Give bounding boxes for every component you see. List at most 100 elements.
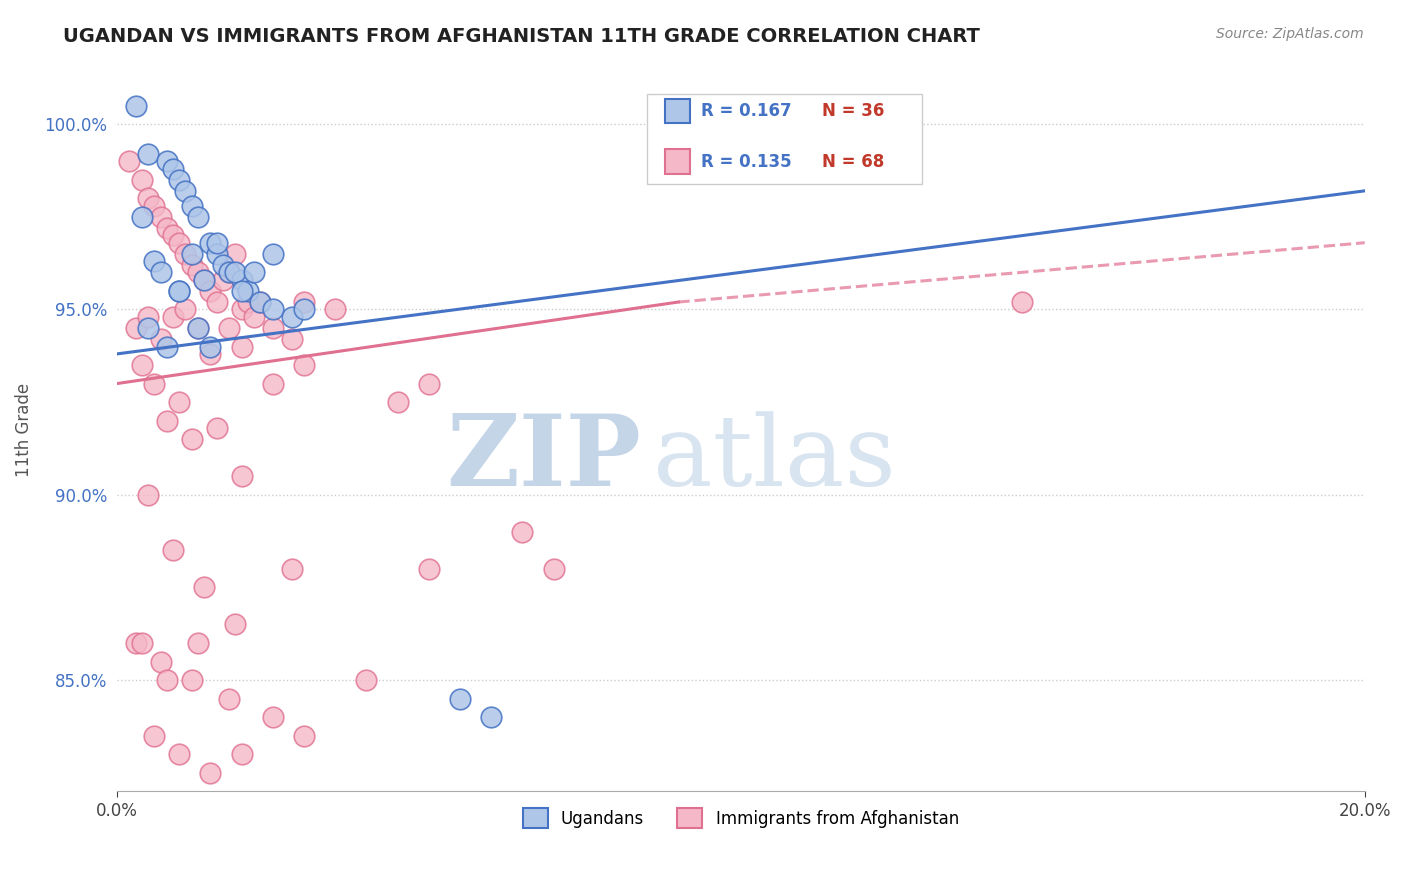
Point [167, 172, 190, 186]
Point [180, 247, 202, 261]
Text: N = 68: N = 68 [823, 153, 884, 170]
Point [162, 161, 184, 176]
Point [387, 395, 409, 409]
Point [356, 673, 378, 687]
Point [249, 295, 271, 310]
Point [124, 98, 146, 112]
FancyBboxPatch shape [647, 94, 922, 184]
Point [193, 273, 215, 287]
Point [136, 488, 159, 502]
Point [449, 691, 471, 706]
Point [180, 432, 202, 446]
Point [243, 310, 266, 324]
Point [236, 284, 259, 298]
Text: R = 0.167: R = 0.167 [700, 103, 792, 120]
FancyBboxPatch shape [665, 99, 689, 123]
Point [224, 247, 246, 261]
Point [200, 765, 222, 780]
Point [292, 302, 315, 317]
Point [200, 339, 222, 353]
Point [131, 210, 153, 224]
Text: UGANDAN VS IMMIGRANTS FROM AFGHANISTAN 11TH GRADE CORRELATION CHART: UGANDAN VS IMMIGRANTS FROM AFGHANISTAN 1… [63, 27, 980, 45]
Point [262, 376, 284, 391]
Point [231, 302, 253, 317]
Point [231, 284, 253, 298]
Point [180, 199, 202, 213]
Point [212, 273, 235, 287]
Point [124, 321, 146, 335]
Point [292, 729, 315, 743]
Point [174, 302, 197, 317]
Point [162, 310, 184, 324]
Point [512, 524, 534, 539]
Point [200, 284, 222, 298]
Point [218, 321, 240, 335]
Point [187, 265, 209, 279]
Point [292, 295, 315, 310]
Point [131, 358, 153, 372]
Point [236, 295, 259, 310]
Point [143, 729, 166, 743]
Point [224, 617, 246, 632]
Point [174, 184, 197, 198]
Point [205, 295, 228, 310]
Point [162, 543, 184, 558]
Point [262, 302, 284, 317]
Point [249, 295, 271, 310]
Point [149, 655, 172, 669]
Point [136, 321, 159, 335]
Point [205, 235, 228, 250]
Point [118, 154, 141, 169]
Point [167, 284, 190, 298]
Point [218, 265, 240, 279]
Point [193, 581, 215, 595]
Point [200, 347, 222, 361]
Point [167, 747, 190, 762]
Point [124, 636, 146, 650]
Point [131, 636, 153, 650]
Point [136, 146, 159, 161]
Point [143, 254, 166, 268]
Point [200, 235, 222, 250]
Point [156, 673, 179, 687]
Point [323, 302, 346, 317]
Point [479, 710, 502, 724]
Point [149, 265, 172, 279]
Point [243, 265, 266, 279]
Point [187, 210, 209, 224]
Point [174, 247, 197, 261]
Point [131, 172, 153, 186]
Text: Source: ZipAtlas.com: Source: ZipAtlas.com [1216, 27, 1364, 41]
Point [292, 358, 315, 372]
Text: R = 0.135: R = 0.135 [700, 153, 792, 170]
Point [167, 395, 190, 409]
Point [187, 321, 209, 335]
Point [231, 273, 253, 287]
Point [224, 265, 246, 279]
Point [212, 258, 235, 272]
Point [280, 332, 302, 346]
Point [167, 284, 190, 298]
Text: N = 36: N = 36 [823, 103, 884, 120]
Point [180, 673, 202, 687]
Point [218, 691, 240, 706]
Point [205, 421, 228, 435]
Text: atlas: atlas [654, 411, 896, 507]
Point [143, 199, 166, 213]
Point [1011, 295, 1033, 310]
Point [162, 228, 184, 243]
Point [231, 469, 253, 483]
Point [193, 273, 215, 287]
Point [136, 191, 159, 205]
Point [231, 747, 253, 762]
Point [156, 414, 179, 428]
Point [218, 265, 240, 279]
Point [280, 562, 302, 576]
Text: ZIP: ZIP [446, 410, 641, 508]
Point [149, 210, 172, 224]
Point [543, 562, 565, 576]
Point [418, 562, 440, 576]
Point [156, 154, 179, 169]
Point [262, 321, 284, 335]
Y-axis label: 11th Grade: 11th Grade [15, 383, 32, 477]
